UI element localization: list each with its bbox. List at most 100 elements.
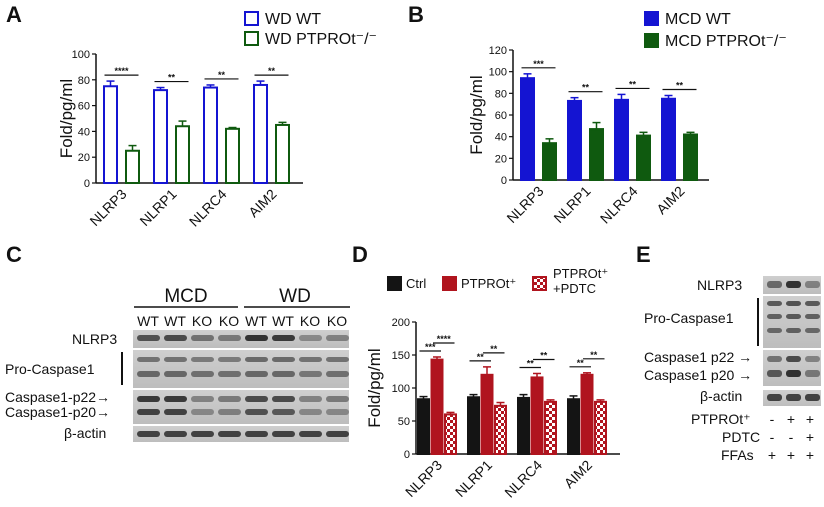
- blot-band: [245, 335, 268, 341]
- lane-label: WT: [272, 313, 294, 329]
- y-tick-label: 80: [78, 75, 90, 87]
- blot-band: [805, 370, 820, 377]
- y-axis-label: Fold/pg/ml: [57, 79, 76, 158]
- condition-value: +: [787, 411, 795, 427]
- y-tick-label: 100: [489, 67, 507, 79]
- blot-band: [218, 371, 241, 377]
- blot-band: [137, 335, 160, 341]
- blot-band: [191, 409, 214, 415]
- panel-letter-e: E: [636, 242, 651, 267]
- blot-band: [299, 335, 322, 341]
- blot-band: [805, 281, 820, 288]
- row-label-caspase1-p22: Caspase1 p22 →: [644, 349, 752, 365]
- blot-band: [245, 396, 268, 402]
- blot-strip-nlrp3: [133, 330, 349, 348]
- blot-band: [164, 431, 187, 437]
- blot-panel-e: NLRP3 Pro-Caspase1 Caspase1 p22 → Caspas…: [644, 276, 821, 463]
- legend-label: PTPROt⁺ +PDTC: [553, 266, 608, 296]
- bar: [520, 77, 535, 181]
- lane-label: WT: [137, 313, 159, 329]
- blot-band: [272, 396, 295, 402]
- chart-d: 050100150200Fold/pg/mlNLRP3*******NLRP1*…: [365, 266, 620, 501]
- panel-letter-c: C: [6, 242, 22, 267]
- blot-band: [191, 396, 214, 402]
- legend-label: MCD PTPROt⁻/⁻: [665, 33, 787, 50]
- blot-band: [245, 371, 268, 377]
- bar: [683, 133, 698, 181]
- y-tick-label: 20: [78, 152, 90, 164]
- blot-band: [299, 396, 322, 402]
- legend-label: Ctrl: [406, 276, 426, 291]
- significance-label: **: [168, 73, 176, 83]
- y-axis-label: Fold/pg/ml: [365, 348, 384, 427]
- blot-band: [767, 328, 782, 333]
- blot-band: [272, 357, 295, 362]
- lane-label: KO: [300, 313, 320, 329]
- y-tick-label: 100: [392, 383, 410, 395]
- group-label-mcd: MCD: [164, 286, 207, 307]
- bar: [417, 398, 430, 455]
- y-tick-label: 60: [495, 110, 507, 122]
- condition-value: +: [806, 411, 814, 427]
- blot-band: [805, 328, 820, 333]
- bar: [530, 376, 544, 455]
- y-tick-label: 0: [501, 175, 507, 187]
- legend-swatch: [532, 276, 547, 291]
- y-tick-label: 40: [78, 126, 90, 138]
- blot-band: [164, 409, 187, 415]
- blot-panel-c: MCD WD WT WT KO KO WT WT KO KO NLRP3 Pro…: [5, 286, 350, 442]
- blot-band: [805, 356, 820, 362]
- blot-band: [767, 370, 782, 377]
- category-label: NLRP1: [550, 183, 593, 226]
- blot-band: [191, 357, 214, 362]
- blot-bands: [767, 281, 820, 401]
- bar: [661, 97, 676, 181]
- significance-label: **: [527, 358, 535, 368]
- row-label-beta-actin: β-actin: [64, 425, 106, 441]
- legend-label: MCD WT: [665, 11, 731, 28]
- blot-band: [245, 431, 268, 437]
- y-tick-label: 60: [78, 101, 90, 113]
- row-label-pro-caspase1: Pro-Caspase1: [644, 310, 734, 326]
- condition-label-pdtc: PDTC: [722, 429, 760, 445]
- blot-band: [218, 335, 241, 341]
- blot-band: [137, 371, 160, 377]
- bar: [444, 413, 457, 455]
- blot-band: [137, 409, 160, 415]
- bar: [175, 125, 190, 184]
- significance-label: **: [629, 79, 637, 89]
- bar: [589, 128, 604, 181]
- panel-letter-a: A: [6, 2, 22, 27]
- significance-label: **: [676, 81, 684, 91]
- blot-band: [767, 301, 782, 306]
- lane-label: KO: [327, 313, 347, 329]
- bar: [153, 89, 168, 184]
- blot-bands: [137, 335, 349, 437]
- blot-band: [299, 371, 322, 377]
- bar: [594, 400, 607, 455]
- bar: [275, 123, 290, 184]
- blot-band: [767, 281, 782, 288]
- bar: [614, 98, 629, 181]
- blot-band: [767, 394, 782, 401]
- bar: [203, 86, 218, 184]
- blot-band: [786, 314, 801, 319]
- legend-swatch: [442, 276, 457, 291]
- category-label: NLRP3: [86, 186, 129, 229]
- y-axis-label: Fold/pg/ml: [467, 75, 486, 154]
- blot-band: [786, 301, 801, 306]
- significance-label: ***: [533, 59, 544, 69]
- row-label-pro-caspase1: Pro-Caspase1: [5, 361, 95, 377]
- legend-label: WD PTPROt⁻/⁻: [265, 31, 377, 48]
- bar: [430, 358, 444, 455]
- blot-band: [326, 409, 349, 415]
- group-label-wd: WD: [279, 286, 311, 307]
- condition-label-ptprot: PTPROt⁺: [691, 411, 751, 427]
- panel-letter-d: D: [352, 242, 368, 267]
- blot-band: [299, 431, 322, 437]
- blot-band: [191, 431, 214, 437]
- blot-band: [786, 370, 801, 377]
- blot-band: [245, 357, 268, 362]
- y-tick-label: 200: [392, 317, 410, 329]
